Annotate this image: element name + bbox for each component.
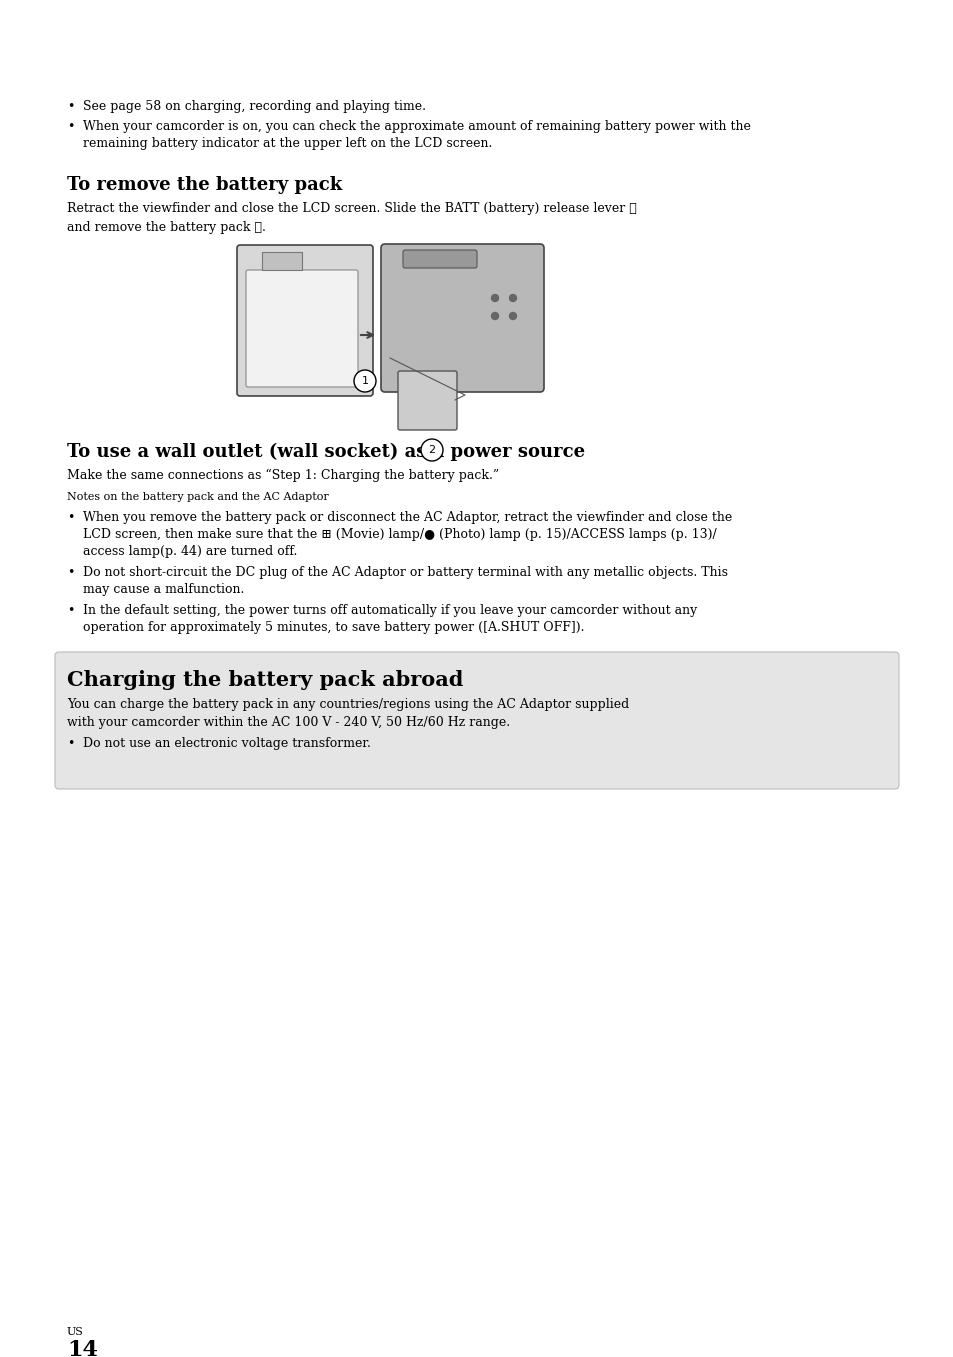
- Bar: [262, 252, 302, 270]
- FancyBboxPatch shape: [246, 270, 357, 387]
- Text: Notes on the battery pack and the AC Adaptor: Notes on the battery pack and the AC Ada…: [67, 493, 329, 502]
- Text: Make the same connections as “Step 1: Charging the battery pack.”: Make the same connections as “Step 1: Ch…: [67, 470, 498, 482]
- Circle shape: [491, 312, 498, 319]
- Circle shape: [491, 294, 498, 301]
- Text: •: •: [67, 100, 74, 113]
- Circle shape: [509, 312, 516, 319]
- Circle shape: [509, 294, 516, 301]
- Text: operation for approximately 5 minutes, to save battery power ([A.SHUT OFF]).: operation for approximately 5 minutes, t…: [83, 622, 584, 634]
- Text: 14: 14: [67, 1339, 98, 1357]
- Text: In the default setting, the power turns off automatically if you leave your camc: In the default setting, the power turns …: [83, 604, 697, 617]
- Circle shape: [420, 440, 442, 461]
- Text: Do not use an electronic voltage transformer.: Do not use an electronic voltage transfo…: [83, 737, 371, 750]
- Text: To remove the battery pack: To remove the battery pack: [67, 176, 342, 194]
- FancyBboxPatch shape: [55, 651, 898, 788]
- Text: You can charge the battery pack in any countries/regions using the AC Adaptor su: You can charge the battery pack in any c…: [67, 697, 629, 711]
- Text: 1: 1: [361, 376, 368, 385]
- Text: US: US: [67, 1327, 84, 1337]
- Text: •: •: [67, 604, 74, 617]
- Text: When you remove the battery pack or disconnect the AC Adaptor, retract the viewf: When you remove the battery pack or disc…: [83, 512, 732, 524]
- Text: with your camcorder within the AC 100 V - 240 V, 50 Hz/60 Hz range.: with your camcorder within the AC 100 V …: [67, 716, 510, 729]
- Text: Charging the battery pack abroad: Charging the battery pack abroad: [67, 670, 463, 689]
- Text: See page 58 on charging, recording and playing time.: See page 58 on charging, recording and p…: [83, 100, 426, 113]
- Text: •: •: [67, 119, 74, 133]
- FancyBboxPatch shape: [402, 250, 476, 267]
- Text: 2: 2: [428, 445, 436, 455]
- Text: access lamp(p. 44) are turned off.: access lamp(p. 44) are turned off.: [83, 546, 297, 558]
- Text: LCD screen, then make sure that the ⊞ (Movie) lamp/● (Photo) lamp (p. 15)/ACCESS: LCD screen, then make sure that the ⊞ (M…: [83, 528, 716, 541]
- Text: When your camcorder is on, you can check the approximate amount of remaining bat: When your camcorder is on, you can check…: [83, 119, 750, 133]
- Text: •: •: [67, 566, 74, 579]
- Text: •: •: [67, 512, 74, 524]
- Text: To use a wall outlet (wall socket) as a power source: To use a wall outlet (wall socket) as a …: [67, 442, 584, 461]
- Circle shape: [354, 370, 375, 392]
- Text: •: •: [67, 737, 74, 750]
- Text: Do not short-circuit the DC plug of the AC Adaptor or battery terminal with any : Do not short-circuit the DC plug of the …: [83, 566, 727, 579]
- Text: remaining battery indicator at the upper left on the LCD screen.: remaining battery indicator at the upper…: [83, 137, 492, 151]
- FancyBboxPatch shape: [397, 370, 456, 430]
- Text: and remove the battery pack ②.: and remove the battery pack ②.: [67, 221, 266, 233]
- FancyBboxPatch shape: [236, 246, 373, 396]
- Text: may cause a malfunction.: may cause a malfunction.: [83, 584, 244, 596]
- Text: Retract the viewfinder and close the LCD screen. Slide the BATT (battery) releas: Retract the viewfinder and close the LCD…: [67, 202, 636, 214]
- FancyBboxPatch shape: [380, 244, 543, 392]
